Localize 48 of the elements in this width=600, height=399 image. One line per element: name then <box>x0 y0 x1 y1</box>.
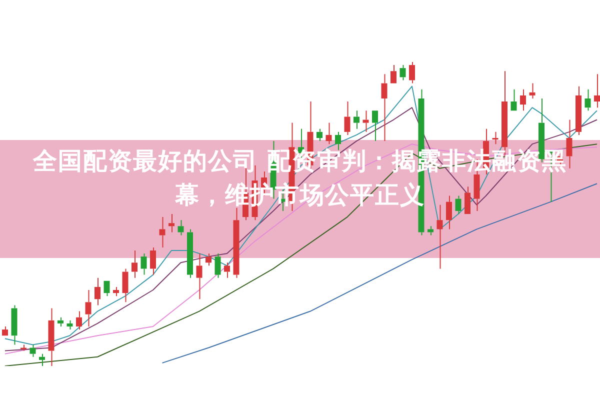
candlestick <box>140 253 147 276</box>
candlestick <box>178 220 184 236</box>
candlestick <box>132 250 138 278</box>
candlestick <box>76 310 82 330</box>
candlestick <box>594 74 600 108</box>
candlestick <box>576 86 582 136</box>
candlestick <box>30 344 36 358</box>
candlestick <box>214 253 221 278</box>
candlestick <box>529 82 536 99</box>
candlestick <box>58 316 64 327</box>
candlestick <box>492 131 498 145</box>
candlestick <box>150 246 156 276</box>
candlestick <box>428 226 434 236</box>
candlestick <box>48 308 54 366</box>
candlestick <box>168 214 174 233</box>
candlestick <box>446 195 452 230</box>
candlestick <box>66 320 73 330</box>
candlestick <box>224 262 230 278</box>
candlestick <box>85 290 92 327</box>
candlestick <box>409 62 415 84</box>
candlestick <box>187 228 193 278</box>
candlestick <box>113 286 119 297</box>
candlestick <box>372 110 378 142</box>
candlestick <box>94 277 100 306</box>
candlestick <box>464 186 470 214</box>
candlestick <box>436 204 443 270</box>
candlestick <box>354 110 360 130</box>
candlestick <box>11 304 18 346</box>
candlestick <box>326 122 332 145</box>
candlestick <box>196 253 202 300</box>
candlestick <box>344 101 350 136</box>
candlestick <box>510 88 517 111</box>
candlestick <box>455 195 462 214</box>
candlestick <box>159 216 166 248</box>
candlestick <box>381 74 388 142</box>
candlestick <box>233 207 240 278</box>
candlestick <box>566 119 572 169</box>
candlestick <box>316 128 322 142</box>
candlestick <box>362 110 369 132</box>
candlestick <box>400 64 406 81</box>
candlestick <box>104 280 110 297</box>
candlestick <box>390 64 396 84</box>
candlestick <box>206 253 212 266</box>
candlestick <box>122 268 128 303</box>
candlestick <box>584 88 591 112</box>
candlestick <box>520 88 526 112</box>
candlestick <box>2 326 8 336</box>
candlestick <box>39 353 45 366</box>
